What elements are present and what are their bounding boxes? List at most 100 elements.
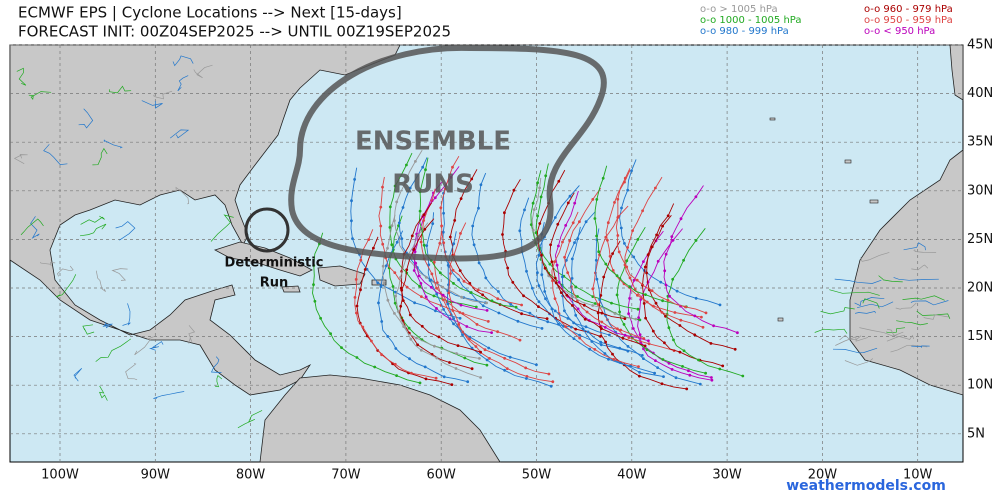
track-point: [675, 289, 679, 293]
track-point: [525, 269, 528, 273]
track-point: [395, 200, 399, 204]
track-point: [694, 296, 698, 300]
track-point: [623, 317, 627, 320]
track-point: [413, 301, 416, 305]
track-point: [388, 226, 392, 229]
legend-entry: o-o 1000 - 1005 hPa: [700, 15, 801, 26]
track-point: [704, 311, 708, 315]
track-point: [628, 285, 632, 289]
track-point: [520, 303, 523, 307]
track-point: [718, 303, 722, 307]
track-point: [642, 260, 645, 263]
track-point: [639, 298, 643, 301]
track-point: [645, 348, 649, 352]
track: [854, 297, 885, 307]
track-point: [424, 168, 427, 172]
track-point: [399, 276, 402, 279]
track-point: [595, 277, 599, 281]
track-point: [584, 220, 588, 224]
track-point: [644, 316, 647, 320]
track-point: [461, 333, 464, 337]
track-point: [534, 231, 538, 235]
track: [895, 302, 917, 310]
track-point: [611, 269, 615, 272]
track-point: [431, 222, 435, 226]
track-point: [613, 201, 616, 204]
track-point: [496, 297, 500, 301]
track-point: [465, 325, 469, 328]
track-point: [503, 211, 506, 215]
annotation: ENSEMBLE: [355, 127, 511, 157]
track-point: [422, 243, 426, 247]
track-point: [425, 244, 429, 248]
track-point: [543, 266, 547, 270]
track-point: [395, 240, 399, 244]
track-point: [435, 292, 439, 296]
track-point: [435, 356, 439, 360]
track: [597, 240, 687, 390]
track-point: [518, 338, 522, 342]
track-point: [404, 180, 407, 184]
track-point: [452, 322, 455, 326]
track: [449, 169, 548, 320]
track: [835, 336, 869, 346]
track-point: [439, 206, 443, 210]
track-point: [553, 276, 557, 280]
track-point: [381, 185, 384, 189]
latitude-label: 45N: [967, 38, 993, 53]
track-point: [585, 310, 589, 314]
track-point: [685, 387, 689, 391]
track-point: [419, 348, 423, 352]
track-point: [638, 374, 641, 378]
track-point: [490, 331, 493, 334]
track: [30, 216, 40, 239]
track-point: [679, 318, 683, 322]
track-point: [457, 322, 461, 326]
longitude-label: 20W: [808, 468, 838, 483]
track-point: [662, 375, 665, 378]
south-america: [259, 374, 501, 463]
annotation: RUNS: [392, 170, 474, 200]
track-point: [595, 198, 599, 201]
track: [886, 327, 906, 334]
track-point: [651, 329, 655, 333]
track: [535, 185, 610, 336]
track-point: [455, 352, 458, 355]
track: [855, 310, 876, 314]
track-point: [447, 291, 451, 295]
track-point: [470, 177, 474, 181]
track-point: [381, 264, 385, 268]
track-point: [355, 356, 359, 359]
track-point: [420, 324, 424, 328]
track-point: [693, 314, 697, 318]
track-point: [571, 304, 574, 307]
track-point: [481, 304, 485, 308]
track-point: [637, 316, 640, 319]
track-point: [402, 325, 406, 328]
track-point: [386, 335, 390, 338]
track: [16, 67, 27, 86]
track-point: [628, 297, 631, 300]
track-point: [621, 336, 625, 340]
track-point: [479, 183, 483, 187]
track-point: [355, 304, 359, 308]
track-point: [456, 344, 460, 347]
latitude-label: 15N: [967, 329, 993, 344]
track-point: [313, 299, 317, 303]
track: [615, 168, 707, 314]
track: [354, 229, 437, 379]
track: [913, 249, 937, 253]
track-point: [420, 295, 423, 298]
track-point: [485, 358, 489, 362]
track-point: [448, 361, 451, 364]
track: [839, 334, 862, 341]
track-point: [458, 316, 462, 320]
track: [141, 100, 163, 109]
track: [420, 188, 521, 341]
track-point: [581, 327, 585, 331]
track-point: [549, 243, 552, 247]
track-point: [664, 314, 667, 318]
track-point: [424, 295, 428, 299]
track: [395, 222, 481, 378]
track-point: [626, 345, 630, 348]
